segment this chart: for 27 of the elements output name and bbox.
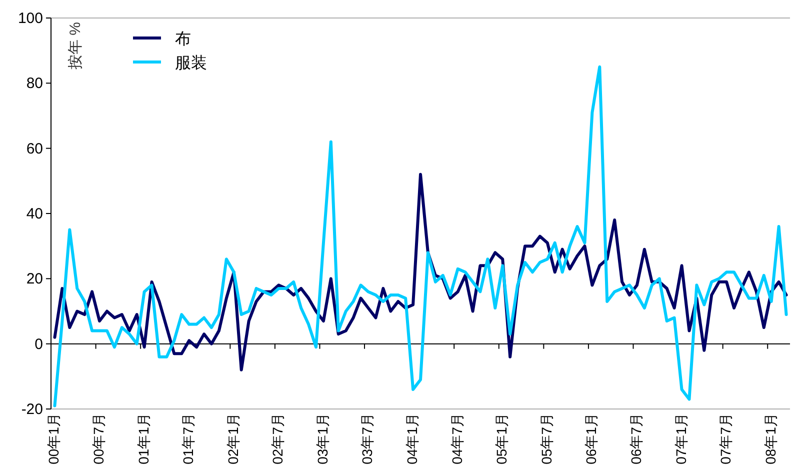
x-tick-label: 08年1月 <box>762 413 778 464</box>
x-tick-label: 01年1月 <box>135 413 152 464</box>
x-tick-label: 06年7月 <box>628 413 644 464</box>
y-tick-label: -20 <box>21 401 43 418</box>
x-tick-label: 06年1月 <box>583 413 600 464</box>
y-tick-label: 100 <box>18 10 43 27</box>
x-tick-label: 07年7月 <box>718 413 734 464</box>
x-tick-label: 05年7月 <box>538 413 554 464</box>
y-axis-title: 按年 % <box>67 22 84 70</box>
y-tick-label: 60 <box>26 140 43 158</box>
y-tick-label: 0 <box>34 336 43 353</box>
x-tick-label: 07年1月 <box>672 413 689 464</box>
x-tick-label: 05年1月 <box>494 413 510 464</box>
x-tick-label: 04年1月 <box>404 413 420 464</box>
y-tick-label: 80 <box>26 75 43 92</box>
legend-label: 布 <box>175 31 191 48</box>
x-tick-label: 03年1月 <box>314 413 330 464</box>
x-tick-label: 00年1月 <box>46 413 62 464</box>
x-tick-label: 03年7月 <box>359 413 376 464</box>
x-tick-label: 04年7月 <box>448 413 465 464</box>
x-tick-label: 02年1月 <box>224 413 241 464</box>
y-tick-label: 40 <box>26 206 43 222</box>
x-tick-label: 00年7月 <box>90 413 107 464</box>
x-tick-label: 02年7月 <box>270 413 286 464</box>
x-tick-label: 01年7月 <box>180 413 196 464</box>
legend-label: 服装 <box>175 54 207 72</box>
y-tick-label: 20 <box>26 270 43 288</box>
